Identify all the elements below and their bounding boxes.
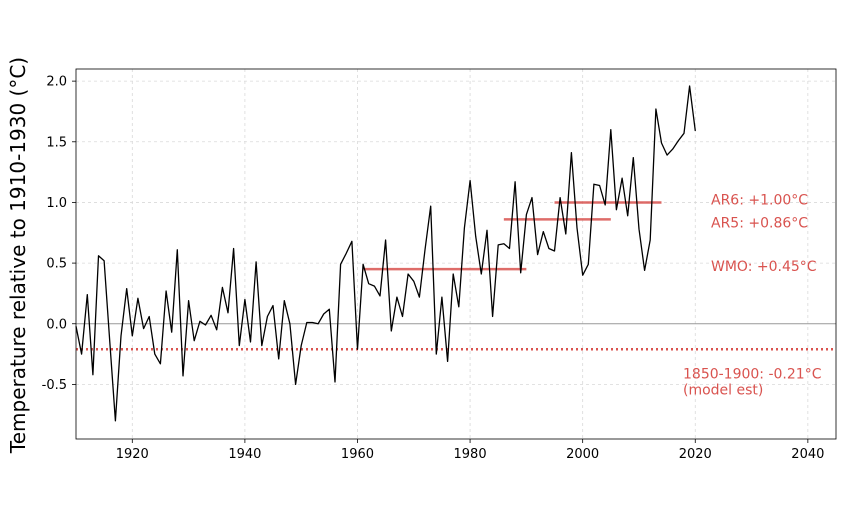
y-tick-label: 2.0 xyxy=(46,75,67,90)
y-tick-label: -0.5 xyxy=(42,378,67,393)
plot-frame xyxy=(75,68,837,440)
axes: 1920 1940 1960 1980 2000 2020 2040 -0.5 0.0 0.5 1.… xyxy=(42,68,837,462)
temperature-series-line xyxy=(75,85,696,422)
reference-label: WMO: +0.45°C xyxy=(711,259,817,275)
grid xyxy=(76,69,836,439)
series-layer xyxy=(75,85,696,422)
baseline-label: 1850-1900: -0.21°C xyxy=(683,366,822,382)
x-tick-label: 1940 xyxy=(228,447,261,462)
x-tick-label: 2020 xyxy=(679,447,712,462)
x-tick-label: 2040 xyxy=(791,447,824,462)
y-tick-label: 0.0 xyxy=(46,317,67,332)
y-axis-label: Temperature relative to 1910-1930 (°C) xyxy=(6,57,30,454)
x-tick-label: 1920 xyxy=(116,447,149,462)
y-tick-label: 0.5 xyxy=(46,257,67,272)
annotations: AR6: +1.00°C AR5: +0.86°C WMO: +0.45°C 1850… xyxy=(683,192,822,398)
baseline-note: (model est) xyxy=(683,382,763,398)
x-tick-label: 1960 xyxy=(341,447,374,462)
y-tick-label: 1.5 xyxy=(46,135,67,150)
reference-label: AR5: +0.86°C xyxy=(711,215,808,231)
x-tick-label: 2000 xyxy=(566,447,599,462)
x-tick-label: 1980 xyxy=(454,447,487,462)
reference-label: AR6: +1.00°C xyxy=(711,192,808,208)
y-tick-label: 1.0 xyxy=(46,196,67,211)
